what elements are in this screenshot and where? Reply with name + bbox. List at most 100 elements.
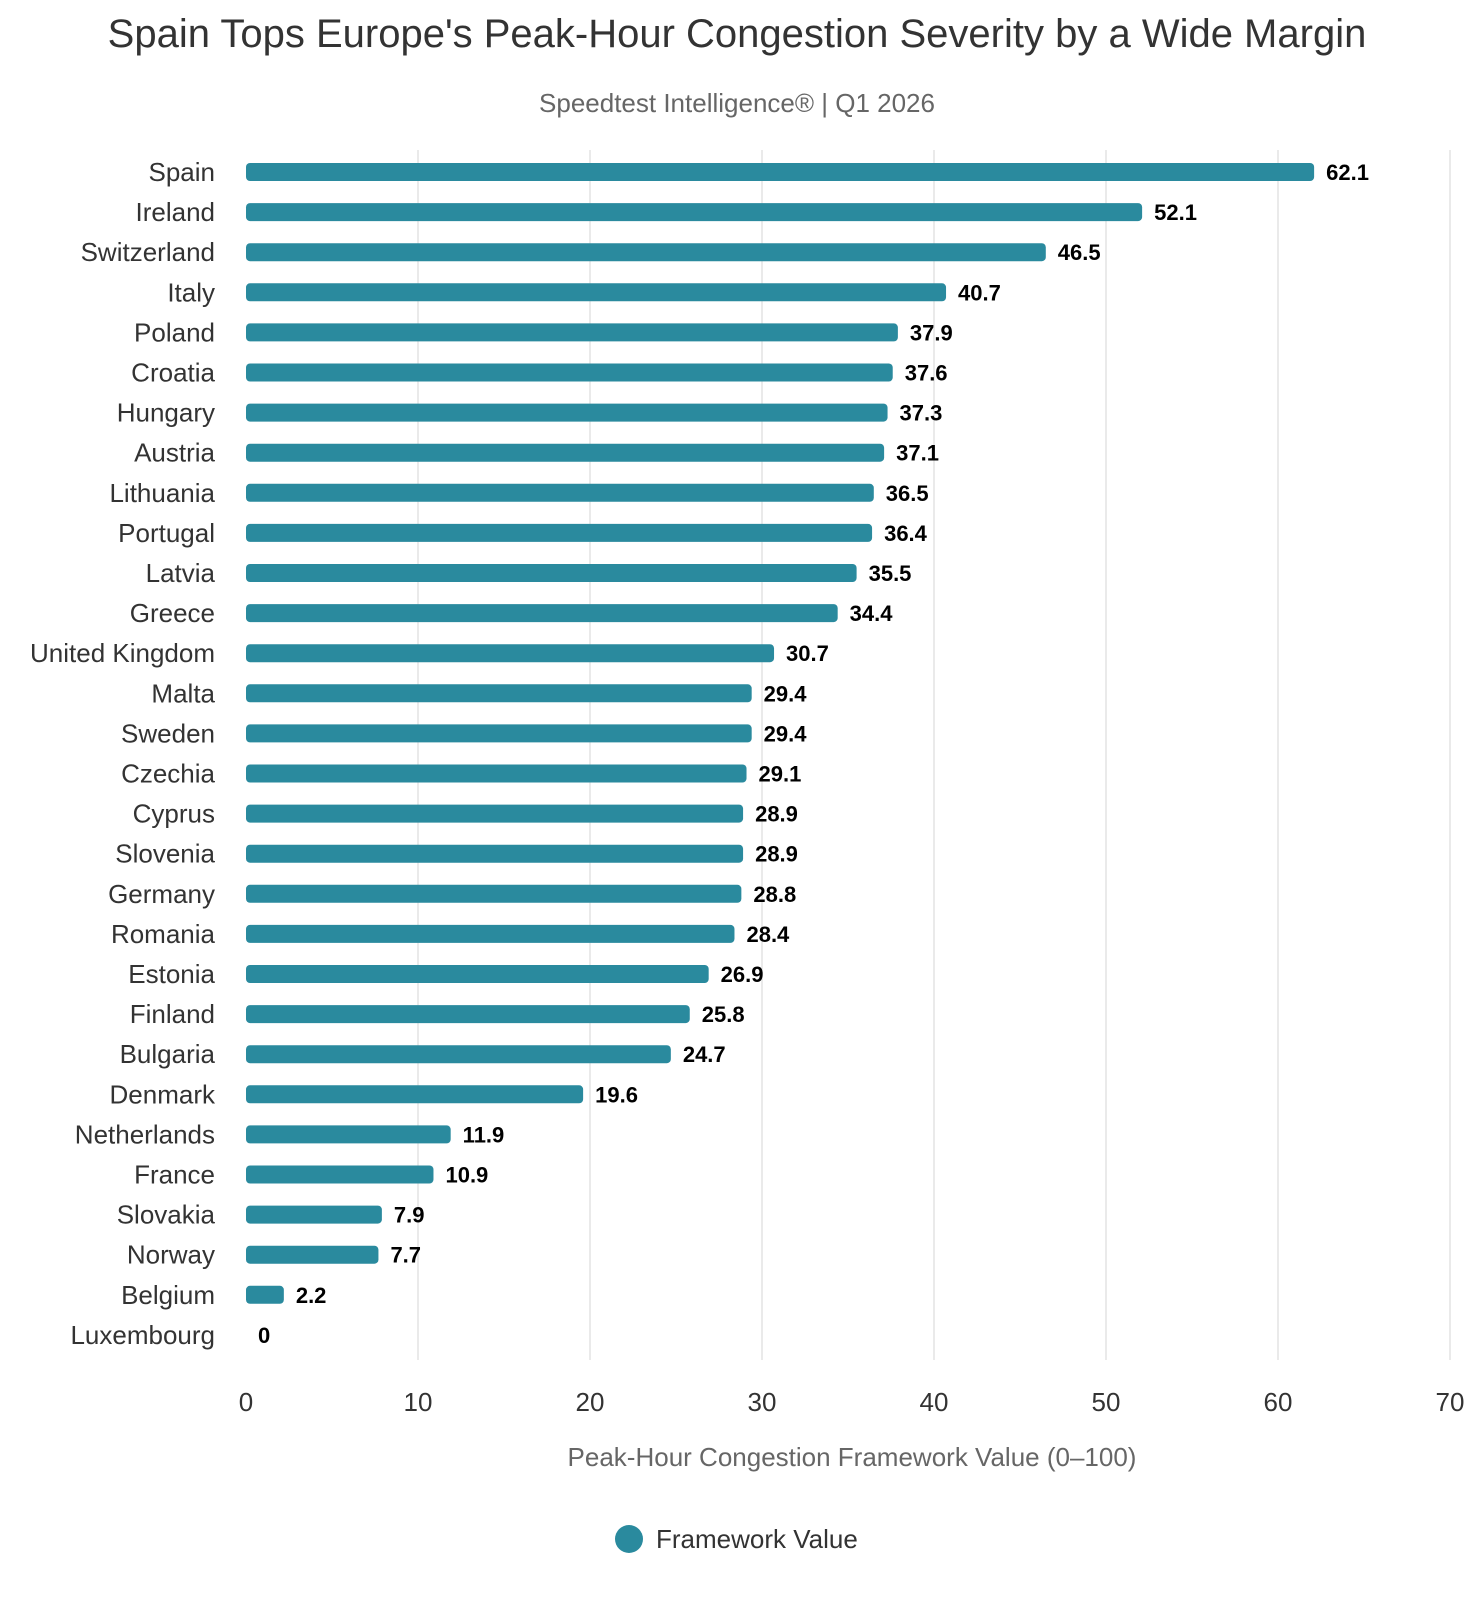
- bar[interactable]: [246, 243, 1046, 262]
- category-label: Hungary: [117, 398, 215, 428]
- category-label: Czechia: [121, 759, 215, 789]
- bar[interactable]: [246, 1045, 671, 1064]
- category-label: United Kingdom: [30, 638, 215, 668]
- x-tick-label: 0: [239, 1387, 253, 1417]
- value-label: 46.5: [1058, 240, 1101, 265]
- legend[interactable]: Framework Value: [615, 1524, 858, 1554]
- bar[interactable]: [246, 1205, 382, 1224]
- value-label: 29.1: [759, 762, 802, 787]
- value-label: 30.7: [786, 641, 829, 666]
- value-label: 29.4: [764, 721, 808, 746]
- category-label: Ireland: [136, 197, 216, 227]
- bar[interactable]: [246, 804, 744, 823]
- value-label: 37.1: [896, 441, 939, 466]
- category-label: Finland: [130, 999, 215, 1029]
- category-label: Italy: [167, 277, 215, 307]
- category-label: Slovakia: [117, 1200, 216, 1230]
- value-label: 35.5: [869, 561, 912, 586]
- bar[interactable]: [246, 283, 947, 302]
- category-label: Slovenia: [115, 839, 215, 869]
- category-label: Portugal: [118, 518, 215, 548]
- value-label: 28.8: [753, 882, 796, 907]
- bar[interactable]: [246, 965, 709, 983]
- category-label: France: [134, 1160, 215, 1190]
- bar[interactable]: [246, 443, 885, 462]
- category-label: Croatia: [131, 358, 215, 388]
- bar[interactable]: [246, 604, 838, 623]
- category-label: Luxembourg: [70, 1320, 215, 1350]
- value-label: 62.1: [1326, 160, 1369, 185]
- category-label: Germany: [108, 879, 215, 909]
- category-label: Denmark: [110, 1079, 216, 1109]
- value-label: 37.9: [910, 320, 953, 345]
- value-label: 19.6: [595, 1082, 638, 1107]
- category-label: Netherlands: [75, 1119, 215, 1149]
- value-label: 37.3: [900, 401, 943, 426]
- chart-subtitle: Speedtest Intelligence® | Q1 2026: [539, 88, 935, 118]
- bar[interactable]: [246, 684, 752, 703]
- value-label: 40.7: [958, 280, 1001, 305]
- x-tick-label: 60: [1264, 1387, 1293, 1417]
- value-label: 28.9: [755, 842, 798, 867]
- value-label: 10.9: [445, 1163, 488, 1188]
- x-tick-label: 50: [1092, 1387, 1121, 1417]
- bar[interactable]: [246, 323, 898, 342]
- bar[interactable]: [246, 1085, 584, 1104]
- bar[interactable]: [246, 363, 893, 382]
- bar[interactable]: [246, 1005, 690, 1024]
- value-label: 26.9: [721, 962, 764, 987]
- bar[interactable]: [246, 764, 747, 783]
- x-tick-label: 70: [1436, 1387, 1465, 1417]
- category-label: Latvia: [146, 558, 216, 588]
- value-label: 2.2: [296, 1283, 327, 1308]
- bar[interactable]: [246, 523, 873, 542]
- value-label: 7.9: [394, 1203, 425, 1228]
- bar[interactable]: [246, 163, 1315, 181]
- bar[interactable]: [246, 483, 874, 502]
- category-label: Malta: [151, 678, 215, 708]
- bar[interactable]: [246, 884, 742, 903]
- category-label: Romania: [111, 919, 216, 949]
- value-label: 28.4: [746, 922, 790, 947]
- x-tick-label: 30: [748, 1387, 777, 1417]
- bar[interactable]: [246, 1125, 451, 1144]
- value-label: 29.4: [764, 681, 808, 706]
- category-label: Spain: [149, 157, 216, 187]
- bar[interactable]: [246, 844, 744, 863]
- value-label: 0: [258, 1323, 270, 1348]
- value-label: 11.9: [463, 1122, 505, 1147]
- category-label: Poland: [134, 317, 215, 347]
- value-labels: 62.1 52.1 46.5 40.737.9 37.6 37.3 37.1 36.5 36.4…: [258, 160, 1369, 1348]
- category-label: Estonia: [128, 959, 215, 989]
- value-label: 36.4: [884, 521, 928, 546]
- bar[interactable]: [246, 564, 857, 582]
- value-label: 36.5: [886, 481, 929, 506]
- category-label: Switzerland: [81, 237, 215, 267]
- x-tick-label: 20: [576, 1387, 605, 1417]
- bar[interactable]: [246, 1165, 434, 1184]
- bar[interactable]: [246, 203, 1143, 222]
- bar[interactable]: [246, 1285, 284, 1304]
- category-label: Bulgaria: [120, 1039, 216, 1069]
- bar[interactable]: [246, 644, 775, 663]
- x-tick-label: 40: [920, 1387, 949, 1417]
- value-label: 34.4: [850, 601, 894, 626]
- x-axis-ticks: 0 10 20 30 40 50 60 70: [239, 1387, 1465, 1417]
- value-label: 24.7: [683, 1042, 726, 1067]
- bars: [246, 163, 1315, 1304]
- bar[interactable]: [246, 924, 735, 943]
- category-label: Austria: [134, 438, 215, 468]
- grid-lines: [417, 150, 1451, 1360]
- bar[interactable]: [246, 724, 752, 743]
- category-label: Lithuania: [109, 478, 215, 508]
- chart-title: Spain Tops Europe's Peak-Hour Congestion…: [107, 12, 1367, 56]
- value-label: 25.8: [702, 1002, 745, 1027]
- category-label: Norway: [127, 1240, 215, 1270]
- bar[interactable]: [246, 1245, 379, 1264]
- legend-swatch: [615, 1525, 643, 1553]
- category-label: Greece: [130, 598, 215, 628]
- category-label: Sweden: [121, 718, 215, 748]
- value-label: 28.9: [755, 802, 798, 827]
- bar[interactable]: [246, 403, 888, 422]
